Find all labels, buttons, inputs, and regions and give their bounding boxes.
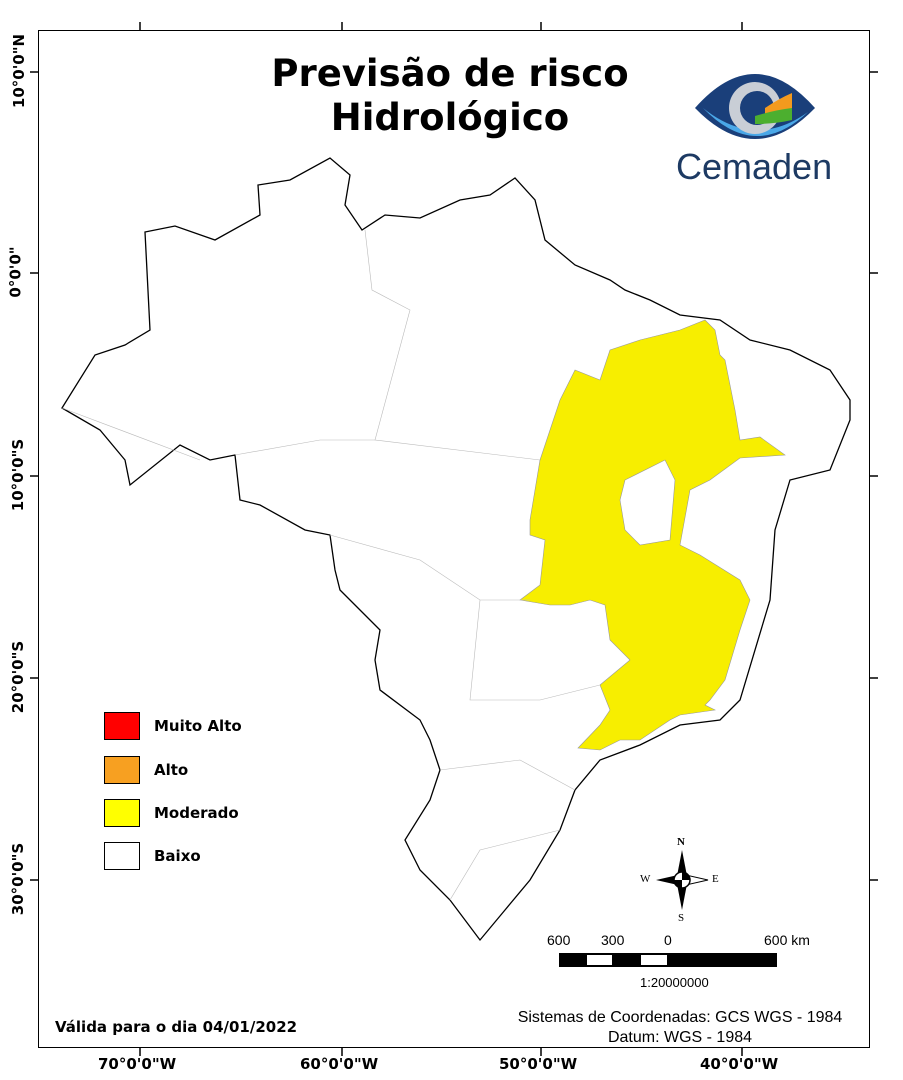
scale-bar [559,953,777,967]
baixo-risk-enclave [619,459,676,546]
legend-item-alto: Alto [104,756,188,784]
lon-label: 60°0'0"W [300,1055,379,1073]
title-line-1: Previsão de risco [271,52,629,95]
map-frame [38,30,870,1048]
legend-swatch [104,799,140,827]
compass-rose-icon [656,850,709,910]
lat-label: 0°0'0" [6,246,25,298]
cemaden-logo-icon [695,74,815,139]
scale-label: 600 [547,932,571,948]
lat-label: 30°0'0"S [9,842,28,916]
legend-label: Baixo [154,847,201,865]
lat-label: 10°0'0"S [9,438,28,512]
scale-label: 300 [601,932,625,948]
legend-label: Muito Alto [154,717,242,735]
legend-swatch [104,842,140,870]
compass-w: W [640,873,651,885]
state-boundaries [61,229,601,901]
scale-label: 600 km [764,932,810,948]
legend-swatch [104,756,140,784]
lon-label: 50°0'0"W [499,1055,578,1073]
legend-swatch [104,712,140,740]
compass-s: S [678,912,685,924]
lat-label: 10°0'0"N [10,33,29,109]
legend-item-baixo: Baixo [104,842,201,870]
datum: Datum: WGS - 1984 [607,1029,753,1046]
compass-e: E [712,873,719,885]
map-title: Previsão de risco Hidrológico [230,52,670,140]
logo-text: Cemaden [676,146,833,187]
grid-ticks [30,22,878,1056]
scale-ratio: 1:20000000 [640,975,709,990]
lat-label: 20°0'0"S [9,640,28,714]
compass-n: N [677,836,685,848]
coordinate-system: Sistemas de Coordenadas: GCS WGS - 1984 [517,1009,843,1026]
title-line-2: Hidrológico [330,96,570,139]
legend-label: Moderado [154,804,239,822]
lon-label: 40°0'0"W [700,1055,779,1073]
legend-label: Alto [154,761,189,779]
coordinate-info: Sistemas de Coordenadas: GCS WGS - 1984 … [490,1008,870,1048]
legend-item-moderado: Moderado [104,799,239,827]
legend-item-muito-alto: Muito Alto [104,712,242,740]
lon-label: 70°0'0"W [98,1055,177,1073]
scale-label: 0 [664,932,672,948]
validity-date: Válida para o dia 04/01/2022 [55,1018,298,1036]
